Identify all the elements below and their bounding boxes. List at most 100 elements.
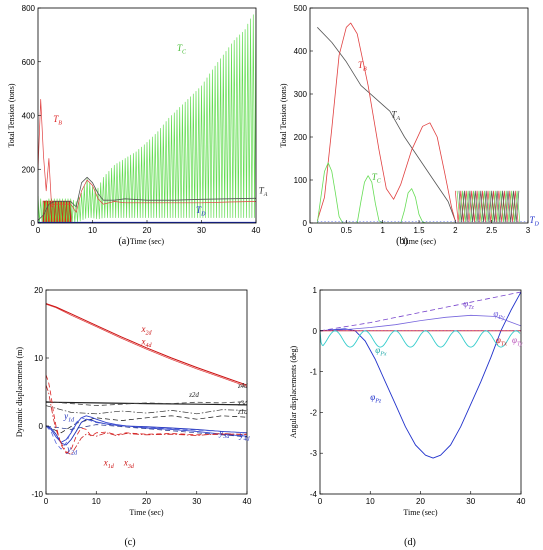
series-annotation: φTy [512, 335, 523, 348]
x-tick-label: 20 [142, 497, 151, 506]
y-tick-label: 0 [313, 327, 318, 336]
plot-area [316, 22, 528, 223]
series-line-x3d [46, 385, 247, 455]
x-tick-label: 10 [92, 497, 101, 506]
x-axis-label: Time (sec) [129, 508, 163, 517]
series-annotation: φPx [375, 345, 387, 358]
series-annotation: φPy [493, 309, 505, 322]
series-annotation: x4d [140, 336, 152, 349]
series-annotation: z3d [237, 400, 248, 408]
series-annotation: x2d [140, 324, 152, 337]
series-line-TB [316, 22, 456, 221]
y-tick-label: 10 [34, 354, 43, 363]
axes-frame [45, 289, 248, 495]
x-tick-label: 0 [318, 497, 323, 506]
y-tick-label: 300 [294, 90, 308, 99]
x-tick-label: 20 [416, 497, 425, 506]
y-axis-label: Total Tension (tons) [7, 83, 16, 147]
plot-area [320, 291, 521, 459]
series-annotation: φTx [496, 335, 507, 348]
x-tick-label: 30 [192, 497, 201, 506]
series-line-phiPx [320, 330, 521, 348]
oscillation-line-0 [454, 190, 519, 223]
axes-frame [37, 7, 257, 224]
y-tick-label: 400 [294, 47, 308, 56]
plot-area [46, 303, 247, 455]
series-annotation: TA [259, 185, 268, 198]
series-line-phiPz [320, 291, 521, 459]
series-line-TB [38, 99, 256, 213]
y-tick-label: 100 [294, 176, 308, 185]
series-annotation: y4d [238, 430, 250, 443]
x-tick-label: 1 [380, 226, 385, 235]
chart-panel-d: 0 10 20 30 40 -4 -3 -2 -1 0 1 Time (sec) Angular dis… [289, 286, 526, 548]
x-tick-label: 0.5 [341, 226, 353, 235]
series-annotation: x1d [103, 457, 115, 470]
series-line-TC [38, 10, 256, 223]
y-tick-label: -10 [31, 490, 43, 499]
x-tick-label: 20 [143, 226, 152, 235]
y-tick-label: 1 [313, 286, 318, 295]
y-tick-label: 400 [22, 112, 36, 121]
series-annotation: z4d [237, 382, 248, 390]
y-tick-label: 600 [22, 58, 36, 67]
y-tick-label: 200 [22, 165, 36, 174]
series-annotation: TD [196, 205, 206, 218]
y-tick-label: 20 [34, 286, 43, 295]
x-tick-label: 10 [366, 497, 375, 506]
series-line-y4d [46, 424, 247, 438]
y-tick-label: -3 [310, 449, 318, 458]
x-tick-label: 30 [197, 226, 206, 235]
series-line-TA [317, 27, 456, 221]
y-tick-label: 800 [22, 4, 36, 13]
y-tick-label: 0 [303, 219, 308, 228]
series-annotation: TC [372, 172, 382, 185]
y-tick-label: 500 [294, 4, 308, 13]
x-tick-label: 2 [453, 226, 458, 235]
x-axis-label: Time (sec) [130, 237, 164, 246]
series-line-TC [316, 162, 456, 223]
y-tick-label: 0 [31, 219, 36, 228]
series-line-y2d [46, 417, 247, 450]
y-axis-label: Total Tension (tons) [279, 83, 288, 147]
x-tick-label: 30 [466, 497, 475, 506]
series-annotation: TC [177, 43, 187, 56]
series-annotation: TA [391, 110, 400, 123]
series-annotation: y2d [66, 444, 78, 457]
series-annotation: φPz [370, 392, 382, 405]
x-tick-label: 0 [308, 226, 313, 235]
y-tick-label: -1 [310, 368, 318, 377]
series-annotation: z1d [237, 408, 248, 416]
oscillation-line-2 [458, 190, 520, 223]
dense-oscillation-lines [43, 201, 71, 223]
x-tick-label: 40 [252, 226, 261, 235]
x-tick-label: 10 [88, 226, 97, 235]
series-line-x2d [46, 303, 247, 386]
series-line-z3d [46, 405, 247, 415]
x-tick-label: 3 [526, 226, 531, 235]
x-tick-label: 0 [36, 226, 41, 235]
x-tick-label: 0 [44, 497, 49, 506]
series-line-z4d [46, 401, 247, 406]
series-line-z2d [46, 401, 247, 406]
series-annotation: x3d [123, 457, 135, 470]
x-axis-label: Time (sec) [403, 508, 437, 517]
y-tick-label: -4 [310, 490, 318, 499]
x-axis-label: Time (sec) [402, 237, 436, 246]
series-line-z1d [46, 415, 247, 434]
chart-panel-b: 0 0.5 1 1.5 2 2.5 3 0 100 200 300 400 500 Time (sec) T… [279, 4, 539, 247]
x-tick-label: 2.5 [486, 226, 498, 235]
panel-label: (d) [404, 537, 416, 548]
series-annotation: TB [358, 60, 367, 73]
series-line-TA [38, 176, 256, 221]
panel-label: (a) [118, 236, 129, 247]
y-tick-label: 0 [39, 422, 44, 431]
y-tick-label: 200 [294, 133, 308, 142]
plot-area [38, 10, 256, 223]
x-tick-label: 1.5 [413, 226, 425, 235]
y-axis-label: Dynamic displacements (m) [15, 347, 24, 438]
series-annotation: φTz [463, 298, 474, 311]
